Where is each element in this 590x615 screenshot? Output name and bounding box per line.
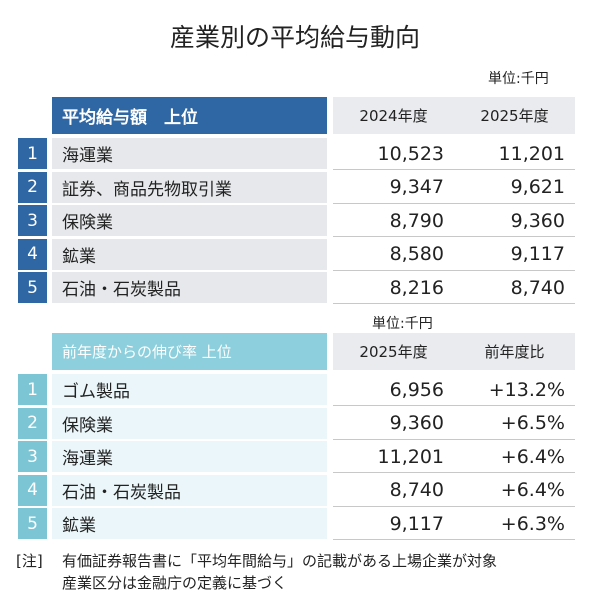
value-cell: +6.3% [500, 512, 565, 535]
name-cell: 石油・石炭製品 [52, 272, 327, 303]
value-cell: 8,216 [389, 276, 444, 299]
name-cell: 石油・石炭製品 [52, 474, 327, 506]
value-cell: 10,523 [377, 142, 444, 165]
header-cell: 2024年度 [359, 107, 428, 125]
header-cell: 前年度からの伸び率 上位 [52, 333, 327, 370]
note-line: 有価証券報告書に「平均年間給与」の記載がある上場企業が対象 [62, 552, 498, 570]
row-line [333, 438, 575, 440]
value-cell: +6.5% [500, 412, 565, 434]
value-cell: 9,621 [510, 176, 565, 198]
header-bg [333, 97, 575, 134]
value-cell: 6,956 [389, 378, 444, 401]
name-cell: ゴム製品 [52, 374, 327, 405]
row-line [333, 539, 575, 540]
value-cell: 8,580 [389, 243, 444, 265]
unit-label: 単位:千円 [372, 316, 433, 332]
value-cell: 9,117 [510, 243, 565, 265]
row-line [333, 202, 575, 204]
rank-cell: 4 [18, 238, 47, 270]
name-cell: 証券、商品先物取引業 [52, 171, 327, 203]
rank-cell: 3 [18, 205, 47, 236]
row-line [333, 303, 575, 304]
unit-label: 単位:千円 [488, 71, 549, 87]
header-cell: 前年度比 [484, 343, 545, 361]
note-line: 産業区分は金融庁の定義に基づく [62, 574, 288, 592]
row-line [333, 269, 575, 271]
name-cell: 海運業 [52, 138, 327, 169]
rank-cell: 5 [18, 508, 47, 539]
value-cell: +13.2% [488, 378, 565, 401]
header-cell: 2025年度 [359, 343, 428, 361]
rank-cell: 1 [18, 138, 47, 169]
note-label: [注] [16, 552, 43, 570]
row-line [333, 236, 575, 237]
row-line [333, 505, 575, 507]
row-line [333, 405, 575, 406]
value-cell: 9,360 [510, 209, 565, 232]
value-cell: +6.4% [500, 445, 565, 468]
value-cell: 11,201 [498, 142, 565, 165]
value-cell: 8,740 [389, 479, 444, 501]
header-cell: 平均給与額 上位 [52, 97, 327, 134]
value-cell: 9,360 [389, 412, 444, 434]
row-line [333, 472, 575, 473]
value-cell: 8,790 [389, 209, 444, 232]
rank-cell: 3 [18, 441, 47, 472]
rank-cell: 1 [18, 374, 47, 405]
value-cell: +6.4% [500, 479, 565, 501]
row-line [333, 169, 575, 170]
name-cell: 海運業 [52, 441, 327, 472]
rank-cell: 2 [18, 407, 47, 439]
header-bg [333, 333, 575, 370]
name-cell: 鉱業 [52, 508, 327, 539]
rank-cell: 5 [18, 272, 47, 303]
title: 産業別の平均給与動向 [169, 23, 420, 52]
name-cell: 保険業 [52, 407, 327, 439]
value-cell: 9,347 [389, 176, 444, 198]
name-cell: 鉱業 [52, 238, 327, 270]
value-cell: 8,740 [510, 276, 565, 299]
value-cell: 11,201 [377, 445, 444, 468]
header-cell: 2025年度 [480, 107, 549, 125]
value-cell: 9,117 [389, 512, 444, 535]
name-cell: 保険業 [52, 205, 327, 236]
rank-cell: 2 [18, 171, 47, 203]
rank-cell: 4 [18, 474, 47, 506]
